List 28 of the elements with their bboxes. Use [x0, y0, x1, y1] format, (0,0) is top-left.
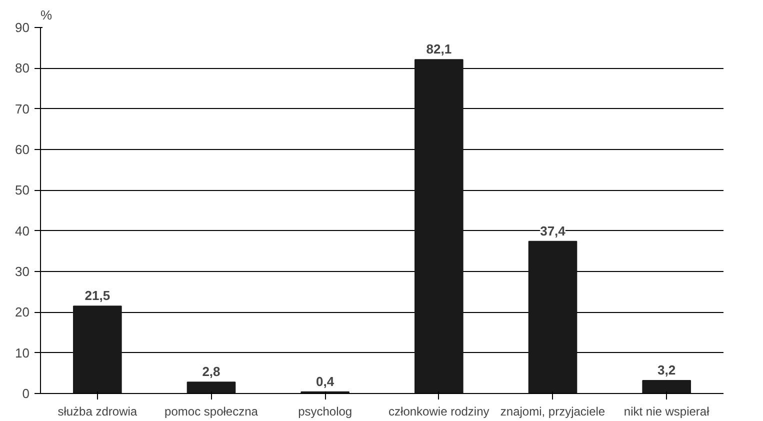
y-tick-label: 30: [15, 264, 30, 279]
x-tick-label: pomoc społeczna: [164, 404, 258, 418]
y-tick-label: 50: [15, 182, 30, 198]
x-tick-label: znajomi, przyjaciele: [500, 404, 606, 418]
bar: [73, 306, 122, 394]
x-tick-label: członkowie rodziny: [388, 404, 490, 418]
y-tick-label: 90: [15, 20, 30, 35]
y-tick-label: 60: [15, 142, 30, 157]
y-axis-title: %: [40, 8, 52, 22]
data-label: 0,4: [316, 374, 335, 389]
bar: [186, 382, 236, 394]
y-tick-label: 20: [15, 304, 30, 320]
bar: [642, 380, 691, 394]
data-label: 82,1: [426, 42, 452, 57]
data-label: 3,2: [658, 362, 676, 378]
x-tick-label: służba zdrowia: [58, 404, 138, 418]
bar: [414, 59, 464, 394]
bar: [528, 240, 578, 394]
y-tick-label: 40: [15, 223, 30, 238]
y-tick-label: 70: [15, 101, 30, 116]
data-label: 21,5: [84, 288, 110, 304]
y-tick-label: 10: [15, 345, 30, 360]
data-label: 2,8: [202, 364, 220, 380]
x-tick-label: nikt nie wspierał: [624, 404, 710, 418]
x-tick-label: psycholog: [298, 404, 352, 418]
data-label: 37,4: [540, 223, 566, 238]
y-tick-label: 0: [22, 386, 30, 401]
y-tick-label: 80: [15, 60, 30, 76]
